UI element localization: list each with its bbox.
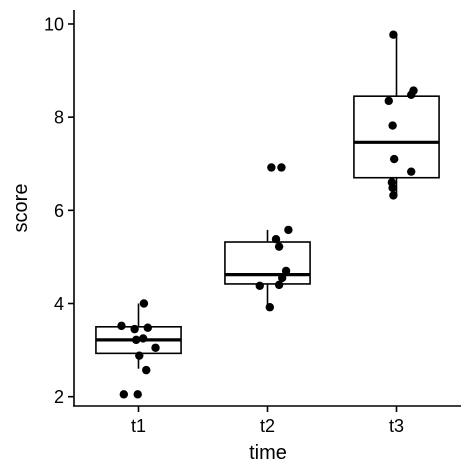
data-point-t1-0	[117, 321, 126, 331]
y-axis-ticks: 2 4 6 8 10	[44, 14, 74, 407]
data-point-t1-1	[130, 324, 139, 334]
data-point-t1-4	[131, 335, 141, 345]
data-point-t2-20	[265, 303, 275, 312]
x-tick-label-t2: t2	[260, 416, 275, 436]
data-point-t2-19	[274, 280, 284, 290]
data-point-t1-7	[135, 351, 144, 360]
y-axis-title: score	[10, 184, 32, 233]
data-point-t2-15	[274, 242, 284, 251]
y-tick-label-4: 4	[54, 294, 64, 314]
data-point-t1-8	[142, 365, 151, 375]
x-tick-label-t3: t3	[389, 416, 404, 436]
data-point-t1-3	[139, 299, 149, 308]
data-point-t3-21	[389, 30, 398, 39]
box-t3	[353, 95, 440, 179]
data-point-t2-16	[281, 266, 291, 276]
data-point-t3-23	[407, 90, 416, 99]
data-point-t2-14	[271, 235, 281, 244]
data-point-t2-17	[278, 273, 287, 283]
y-tick-label-8: 8	[54, 108, 64, 128]
data-point-t1-2	[143, 323, 152, 332]
box-t2	[224, 241, 311, 285]
data-point-t1-6	[151, 343, 160, 352]
x-tick-label-t1: t1	[131, 416, 146, 436]
plot-marks	[95, 30, 440, 399]
y-tick-label-10: 10	[44, 14, 64, 34]
data-point-t2-13	[284, 225, 293, 235]
data-point-t3-26	[389, 154, 399, 164]
data-point-t1-5	[138, 334, 148, 343]
data-point-t3-25	[388, 121, 397, 130]
y-tick-label-6: 6	[54, 201, 64, 221]
x-axis-ticks: t1 t2 t3	[131, 406, 404, 436]
data-point-t3-27	[407, 167, 416, 176]
data-point-t2-18	[255, 281, 264, 291]
y-tick-label-2: 2	[54, 387, 64, 407]
data-point-t1-10	[133, 390, 142, 399]
data-point-t2-12	[277, 163, 286, 172]
data-point-t2-11	[267, 163, 276, 172]
data-point-t3-24	[384, 96, 393, 106]
data-point-t3-30	[389, 191, 398, 200]
data-point-t3-29	[388, 183, 397, 193]
x-axis-title: time	[249, 442, 287, 464]
data-point-t1-9	[119, 390, 128, 399]
